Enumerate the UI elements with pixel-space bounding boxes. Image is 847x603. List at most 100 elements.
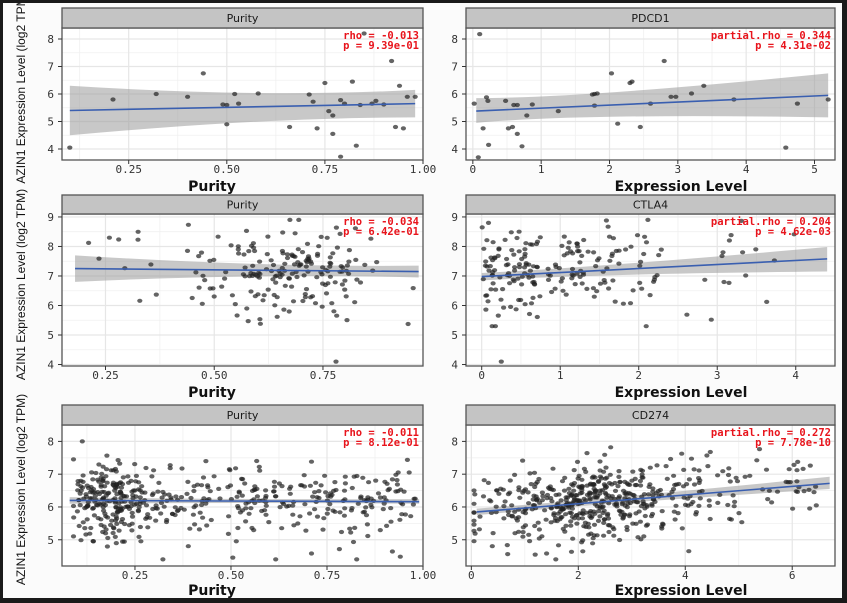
data-point [92, 493, 98, 499]
data-point [187, 526, 193, 531]
data-point [79, 439, 85, 444]
data-point [361, 31, 367, 36]
x-axis-label: Expression Level [615, 583, 748, 598]
data-point [353, 257, 359, 262]
data-point [522, 247, 528, 252]
data-point [594, 91, 600, 96]
data-point [132, 462, 138, 467]
data-point [360, 475, 366, 480]
data-point [563, 512, 569, 517]
data-point [565, 245, 571, 250]
data-point [514, 518, 520, 523]
data-point [489, 544, 495, 549]
data-point [527, 539, 533, 544]
data-point [349, 79, 355, 84]
data-point [167, 463, 173, 468]
data-point [310, 494, 316, 499]
data-point [738, 218, 745, 223]
data-point [529, 102, 535, 107]
data-point [153, 518, 159, 523]
data-point [691, 467, 697, 472]
data-point [502, 237, 508, 242]
data-point [481, 478, 487, 483]
data-point [368, 236, 374, 241]
data-point [284, 252, 290, 257]
data-point [591, 482, 597, 488]
data-point [525, 490, 531, 495]
data-point [200, 475, 207, 480]
data-point [227, 483, 234, 488]
data-point [133, 473, 139, 478]
data-point [624, 527, 630, 533]
data-point [332, 280, 338, 285]
data-point [207, 258, 213, 263]
data-point [158, 511, 164, 516]
data-point [547, 484, 553, 489]
facet-strip [465, 194, 836, 215]
data-point [273, 273, 280, 278]
data-point [108, 522, 114, 528]
data-point [622, 503, 628, 508]
data-point [707, 449, 713, 455]
data-point [574, 493, 580, 498]
data-point [641, 534, 647, 539]
data-point [471, 101, 477, 106]
data-point [248, 289, 254, 294]
data-point [539, 534, 545, 539]
data-point [501, 305, 507, 310]
data-point [627, 301, 634, 306]
data-point [643, 324, 649, 329]
data-point [571, 488, 577, 493]
data-point [129, 521, 135, 526]
data-point [498, 359, 504, 364]
data-point [354, 557, 360, 562]
data-point [493, 504, 499, 509]
data-point [471, 518, 477, 523]
data-point [551, 512, 557, 518]
data-point [651, 277, 658, 282]
data-point [93, 470, 99, 476]
data-point [485, 299, 491, 304]
data-point [637, 519, 644, 524]
data-point [104, 480, 110, 485]
data-point [261, 293, 267, 298]
data-point [295, 521, 301, 526]
data-point [590, 541, 596, 546]
data-point [471, 501, 477, 506]
data-point [198, 250, 205, 255]
data-point [306, 256, 312, 261]
data-point [794, 101, 801, 106]
data-point [137, 495, 143, 500]
data-point [559, 479, 566, 484]
data-point [135, 229, 141, 234]
data-point [522, 254, 528, 259]
data-point [591, 294, 597, 299]
data-point [484, 238, 490, 243]
data-point [280, 230, 286, 235]
data-point [145, 512, 151, 517]
data-point [352, 226, 358, 231]
data-point [83, 532, 89, 537]
data-point [289, 271, 295, 276]
data-point [160, 557, 166, 562]
data-point [641, 251, 647, 257]
y-tick-label: 5 [451, 329, 458, 342]
data-point [608, 71, 615, 76]
y-tick-label: 8 [47, 33, 54, 46]
data-point [297, 262, 303, 267]
data-point [558, 498, 564, 503]
data-point [228, 243, 234, 248]
data-point [101, 524, 107, 529]
data-point [381, 501, 387, 506]
p-value-annotation: p = 8.12e-01 [343, 437, 419, 449]
data-point [248, 271, 254, 276]
data-point [530, 295, 536, 300]
data-point [483, 95, 490, 100]
p-value-annotation: p = 4.31e-02 [755, 40, 831, 52]
data-point [353, 143, 359, 148]
data-point [252, 248, 258, 254]
data-point [348, 530, 354, 535]
data-point [274, 295, 280, 300]
